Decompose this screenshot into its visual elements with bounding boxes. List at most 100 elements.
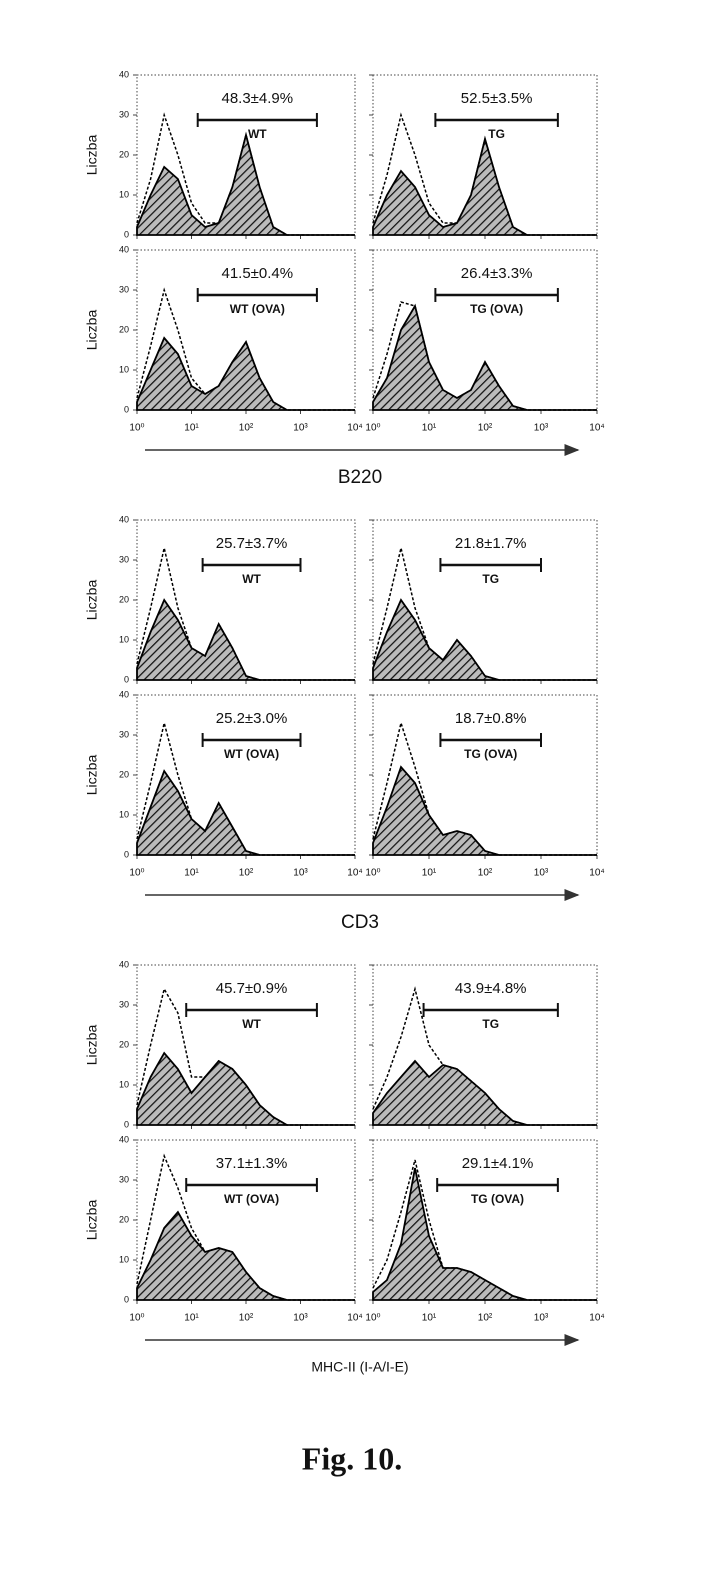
- percentage-annotation: 26.4±3.3%: [461, 265, 533, 282]
- y-axis-label: Liczba: [84, 755, 100, 796]
- percentage-annotation: 25.2±3.0%: [216, 710, 288, 727]
- percentage-annotation: 18.7±0.8%: [455, 710, 527, 727]
- y-axis-label: Liczba: [84, 1200, 100, 1241]
- y-tick-label: 30: [119, 1174, 129, 1184]
- percentage-annotation: 43.9±4.8%: [455, 980, 527, 997]
- sample-label: TG (OVA): [471, 1192, 524, 1206]
- y-tick-label: 0: [124, 1294, 129, 1304]
- y-tick-label: 10: [119, 189, 129, 199]
- y-tick-label: 10: [119, 634, 129, 644]
- x-tick-label: 10¹: [422, 423, 437, 434]
- x-tick-label: 10⁴: [589, 868, 604, 879]
- y-tick-label: 30: [119, 554, 129, 564]
- y-axis-label: Liczba: [84, 580, 100, 621]
- sample-label: WT (OVA): [224, 1192, 279, 1206]
- panel-frame: [372, 694, 598, 856]
- histogram-filled: [372, 135, 597, 236]
- percentage-annotation: 52.5±3.5%: [461, 90, 533, 107]
- x-tick-label: 10⁰: [129, 868, 144, 879]
- y-tick-label: 20: [119, 1214, 129, 1224]
- histogram-filled: [372, 1059, 597, 1126]
- x-tick-label: 10⁰: [365, 1313, 380, 1324]
- y-tick-label: 0: [124, 404, 129, 414]
- x-tick-label: 10⁴: [347, 423, 362, 434]
- x-tick-label: 10⁰: [129, 423, 144, 434]
- x-tick-label: 10²: [478, 423, 493, 434]
- sample-label: TG: [482, 572, 499, 586]
- y-tick-label: 30: [119, 729, 129, 739]
- sample-label: WT: [242, 1017, 261, 1031]
- histogram-filled: [372, 303, 597, 411]
- x-tick-label: 10⁴: [589, 1313, 604, 1324]
- panel-frame: [372, 249, 598, 411]
- caption: Fig. 10.: [302, 1440, 402, 1476]
- y-tick-label: 0: [124, 1119, 129, 1129]
- percentage-annotation: 45.7±0.9%: [216, 980, 288, 997]
- y-tick-label: 40: [119, 514, 129, 524]
- y-axis-label: Liczba: [84, 310, 100, 351]
- histogram-filled: [372, 765, 597, 856]
- histogram-filled: [372, 1167, 597, 1301]
- sample-label: TG: [488, 127, 505, 141]
- x-tick-label: 10¹: [184, 423, 199, 434]
- y-tick-label: 0: [124, 849, 129, 859]
- x-tick-label: 10¹: [422, 868, 437, 879]
- x-axis-label: B220: [338, 467, 382, 488]
- sample-label: WT (OVA): [224, 747, 279, 761]
- sample-label: TG: [482, 1017, 499, 1031]
- x-tick-label: 10⁴: [347, 1313, 362, 1324]
- x-tick-label: 10⁴: [589, 423, 604, 434]
- y-tick-label: 40: [119, 1134, 129, 1144]
- panel-frame: [372, 519, 598, 681]
- y-tick-label: 40: [119, 69, 129, 79]
- y-tick-label: 20: [119, 594, 129, 604]
- x-tick-label: 10³: [534, 1313, 549, 1324]
- x-tick-label: 10¹: [184, 1313, 199, 1324]
- percentage-annotation: 29.1±4.1%: [462, 1155, 534, 1172]
- x-axis-label: CD3: [341, 912, 379, 933]
- x-tick-label: 10³: [293, 423, 308, 434]
- y-tick-label: 10: [119, 809, 129, 819]
- x-axis-label: MHC-II (I-A/I-E): [311, 1359, 408, 1375]
- y-tick-label: 10: [119, 364, 129, 374]
- percentage-annotation: 48.3±4.9%: [221, 90, 293, 107]
- x-tick-label: 10²: [239, 423, 254, 434]
- x-tick-label: 10³: [293, 1313, 308, 1324]
- sample-label: WT: [248, 127, 267, 141]
- x-tick-label: 10³: [293, 868, 308, 879]
- y-tick-label: 40: [119, 689, 129, 699]
- y-axis-label: Liczba: [84, 1025, 100, 1066]
- x-tick-label: 10¹: [422, 1313, 437, 1324]
- y-tick-label: 30: [119, 109, 129, 119]
- sample-label: WT: [242, 572, 261, 586]
- histogram-filled: [136, 1051, 355, 1126]
- y-tick-label: 20: [119, 324, 129, 334]
- x-tick-label: 10⁰: [129, 1313, 144, 1324]
- y-tick-label: 0: [124, 674, 129, 684]
- y-tick-label: 20: [119, 1039, 129, 1049]
- histogram-filled: [372, 598, 597, 681]
- x-tick-label: 10⁰: [365, 868, 380, 879]
- y-tick-label: 20: [119, 769, 129, 779]
- x-tick-label: 10²: [478, 868, 493, 879]
- histogram-open: [136, 986, 355, 1126]
- x-tick-label: 10²: [478, 1313, 493, 1324]
- panel-frame: [372, 74, 598, 236]
- x-tick-label: 10²: [239, 868, 254, 879]
- y-tick-label: 30: [119, 284, 129, 294]
- y-tick-label: 0: [124, 229, 129, 239]
- x-tick-label: 10²: [239, 1313, 254, 1324]
- x-tick-label: 10⁴: [347, 868, 362, 879]
- x-tick-label: 10⁰: [365, 423, 380, 434]
- histogram-filled: [136, 131, 355, 236]
- y-tick-label: 40: [119, 244, 129, 254]
- sample-label: WT (OVA): [230, 302, 285, 316]
- percentage-annotation: 41.5±0.4%: [221, 265, 293, 282]
- x-tick-label: 10¹: [184, 868, 199, 879]
- percentage-annotation: 37.1±1.3%: [216, 1155, 288, 1172]
- y-tick-label: 40: [119, 959, 129, 969]
- panel-frame: [372, 1139, 598, 1301]
- sample-label: TG (OVA): [470, 302, 523, 316]
